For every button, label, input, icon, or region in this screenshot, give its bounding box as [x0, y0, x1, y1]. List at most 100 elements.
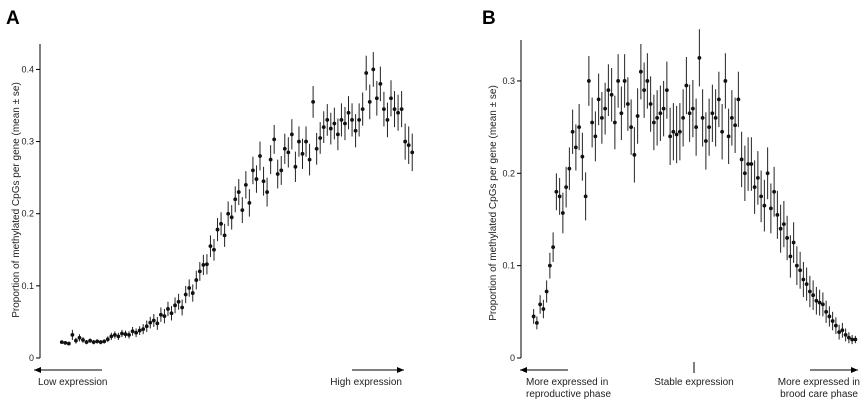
data-point: [243, 182, 248, 187]
data-point: [197, 269, 202, 274]
data-point: [638, 69, 643, 74]
data-point: [798, 268, 803, 273]
data-point: [788, 254, 793, 259]
data-point: [752, 185, 757, 190]
data-point: [759, 194, 764, 199]
data-point: [364, 71, 369, 75]
data-point: [703, 139, 708, 143]
data-point: [63, 340, 68, 345]
panel-b: B Proportion of methylated CpGs per gene…: [482, 8, 860, 400]
panel-a-data-points: [59, 52, 415, 346]
data-point: [833, 323, 838, 328]
data-point: [560, 211, 565, 215]
panel-b-y-tick-label: 0.2: [502, 168, 515, 178]
data-point: [137, 328, 142, 333]
data-point: [318, 136, 323, 140]
data-point: [144, 324, 149, 329]
data-point: [314, 146, 319, 151]
data-point: [853, 337, 858, 342]
data-point: [247, 200, 252, 205]
data-point: [538, 302, 543, 307]
data-point: [580, 154, 585, 159]
data-point: [304, 139, 308, 144]
data-point: [570, 129, 575, 134]
data-point: [371, 67, 376, 72]
data-point: [70, 333, 75, 337]
data-point: [279, 168, 284, 173]
data-point: [573, 145, 578, 150]
data-point: [687, 111, 692, 116]
data-point: [311, 99, 316, 104]
data-point: [98, 340, 103, 345]
data-point: [768, 206, 773, 211]
data-point: [736, 97, 741, 102]
data-point: [127, 333, 131, 337]
panel-b-y-tick-label: 0: [510, 353, 515, 363]
data-point: [201, 263, 206, 267]
panel-a-y-tick-label: 0.3: [21, 137, 34, 147]
data-point: [609, 92, 614, 97]
data-point: [286, 150, 291, 155]
data-point: [772, 189, 777, 194]
panel-a: A Proportion of methylated CpGs per gene…: [6, 8, 415, 388]
data-point: [824, 309, 829, 314]
data-point: [541, 307, 546, 311]
data-point: [804, 282, 809, 287]
panel-a-y-ticks: 0 0.1 0.2 0.3 0.4: [21, 64, 40, 363]
data-point: [577, 125, 582, 130]
panel-b-y-tick-label: 0.3: [502, 76, 515, 86]
panel-b-x-note-right-1: More expressed in: [778, 377, 860, 388]
data-point: [684, 83, 689, 88]
data-point: [807, 289, 812, 294]
panel-a-x-note-left: Low expression: [38, 377, 107, 388]
data-point: [346, 110, 351, 115]
data-point: [254, 177, 259, 181]
data-point: [187, 286, 192, 290]
data-point: [567, 166, 572, 171]
panel-a-letter: A: [6, 8, 20, 29]
panel-b-x-note-center: Stable expression: [654, 377, 734, 388]
data-point: [268, 157, 273, 162]
data-point: [151, 318, 156, 323]
data-point: [158, 312, 163, 317]
data-point: [59, 340, 64, 345]
data-point: [208, 244, 213, 249]
panel-b-data-points: [531, 29, 858, 345]
data-point: [112, 333, 117, 337]
data-point: [785, 236, 790, 240]
data-point: [215, 227, 220, 232]
data-point: [166, 307, 170, 311]
data-point: [629, 125, 634, 130]
data-point: [655, 115, 660, 120]
data-point: [846, 335, 851, 340]
data-point: [343, 121, 347, 126]
data-point: [339, 118, 344, 122]
panel-b-x-note-right-2: brood care phase: [780, 389, 858, 400]
panel-a-x-note-right: High expression: [330, 377, 402, 388]
data-point: [123, 332, 128, 337]
data-point: [91, 340, 96, 345]
data-point: [74, 338, 78, 343]
data-point: [534, 321, 539, 325]
data-point: [554, 189, 559, 194]
data-point: [612, 120, 617, 125]
data-point: [775, 212, 780, 217]
data-point: [586, 79, 591, 83]
data-point: [606, 88, 611, 93]
data-point: [251, 168, 255, 173]
data-point: [723, 79, 728, 83]
panel-a-right-arrowhead: [397, 367, 404, 373]
data-point: [658, 111, 663, 116]
data-point: [794, 263, 799, 268]
data-point: [382, 107, 386, 112]
data-point: [350, 118, 354, 122]
panel-b-x-note-left-2: reproductive phase: [526, 389, 611, 400]
data-point: [690, 106, 695, 111]
data-point: [668, 134, 673, 139]
data-point: [603, 106, 608, 111]
data-point: [635, 114, 640, 118]
data-point: [599, 115, 604, 120]
data-point: [590, 120, 595, 125]
data-point: [148, 320, 153, 325]
data-point: [583, 194, 588, 199]
